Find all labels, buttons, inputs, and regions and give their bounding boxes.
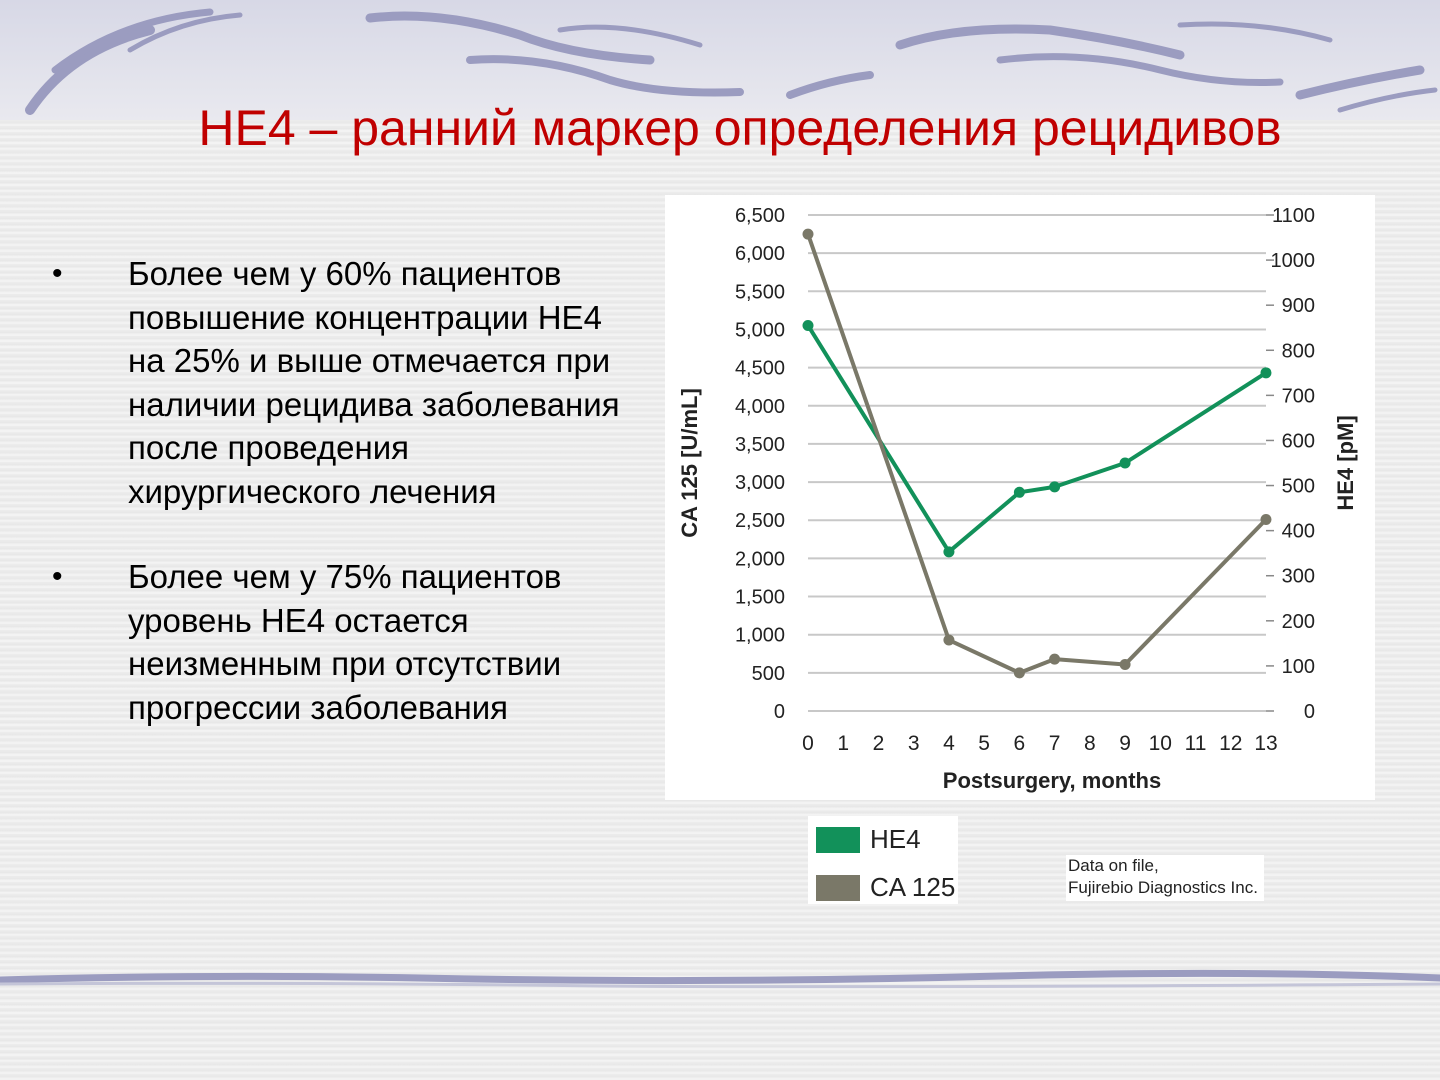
bullet-text: Более чем у 60% пациентов повышение конц… (128, 255, 620, 510)
data-point-ca125 (1119, 658, 1131, 670)
y-right-tick-label: 300 (1282, 566, 1315, 588)
y-right-tick-label: 800 (1282, 340, 1315, 362)
legend-swatch (816, 826, 860, 853)
chart-legend: HE4 CA 125 (808, 816, 958, 904)
y-left-tick-label: 5,500 (735, 281, 785, 303)
y-left-tick-label: 3,000 (735, 472, 785, 494)
x-tick-label: 6 (1014, 732, 1026, 755)
data-point-he4 (802, 319, 814, 331)
y-right-tick-label: 500 (1282, 476, 1315, 498)
bullet-marker: • (52, 560, 63, 593)
x-tick-label: 9 (1119, 732, 1131, 755)
data-point-ca125 (1049, 653, 1061, 665)
source-note-line: Data on file, (1068, 856, 1159, 875)
bullet-item: • Более чем у 75% пациентов уровень HE4 … (52, 555, 672, 729)
y-left-tick-label: 1,000 (735, 625, 785, 647)
y-right-tick-label: 1000 (1271, 250, 1316, 272)
y-left-tick-label: 4,500 (735, 358, 785, 380)
x-tick-label: 7 (1049, 732, 1061, 755)
y-left-tick-label: 0 (774, 701, 785, 723)
data-point-ca125 (943, 634, 955, 646)
y-right-tick-label: 400 (1282, 521, 1315, 543)
y-left-tick-label: 5,000 (735, 319, 785, 341)
x-tick-label: 12 (1219, 732, 1242, 755)
x-tick-label: 11 (1185, 732, 1207, 755)
y-left-tick-label: 500 (752, 663, 785, 685)
slide-title: HE4 – ранний маркер определения рецидиво… (198, 100, 1282, 156)
bullet-item: • Более чем у 60% пациентов повышение ко… (52, 252, 672, 513)
y-left-tick-label: 3,500 (735, 434, 785, 456)
source-note-line: Fujirebio Diagnostics Inc. (1068, 878, 1258, 897)
data-point-he4 (943, 546, 955, 558)
y-right-tick-label: 1100 (1272, 205, 1315, 227)
legend-label: CA 125 (870, 872, 956, 902)
series-line-he4 (806, 324, 1268, 554)
y-right-tick-label: 200 (1282, 611, 1315, 633)
y-right-tick-label: 100 (1282, 656, 1315, 678)
bottom-wave-decoration (0, 969, 1440, 989)
bullet-marker: • (52, 257, 63, 290)
legend-label: HE4 (870, 824, 921, 854)
x-tick-label: 4 (943, 732, 955, 755)
x-tick-label: 0 (802, 732, 814, 755)
y-right-tick-label: 700 (1282, 385, 1315, 407)
data-point-he4 (1260, 367, 1272, 379)
y-right-axis-label: HE4 [pM] (1333, 415, 1358, 510)
x-axis-label: Postsurgery, months (943, 768, 1161, 793)
x-tick-label: 13 (1254, 732, 1277, 755)
source-note: Data on file, Fujirebio Diagnostics Inc. (1066, 855, 1264, 901)
x-tick-label: 2 (873, 732, 885, 755)
chart-panel: 0 500 1,000 1,500 2,000 2,500 3,000 3,500 4,000 4… (665, 195, 1375, 800)
bullet-list: • Более чем у 60% пациентов повышение ко… (52, 252, 672, 771)
y-left-axis-label: CA 125 [U/mL] (677, 388, 702, 538)
y-right-tick-label: 600 (1282, 430, 1315, 452)
legend-item-he4: HE4 (816, 824, 921, 855)
data-point-he4 (1049, 481, 1061, 493)
data-point-ca125 (802, 228, 814, 240)
top-wave-decoration (0, 0, 1440, 120)
data-point-he4 (1013, 486, 1025, 498)
y-left-tick-label: 2,000 (735, 548, 785, 570)
legend-item-ca125: CA 125 (816, 872, 955, 903)
x-tick-label: 8 (1084, 732, 1096, 755)
y-right-tick-label: 0 (1304, 701, 1315, 723)
data-point-ca125 (1013, 667, 1025, 679)
series-line-ca125 (806, 233, 1268, 675)
x-tick-label: 10 (1149, 732, 1172, 755)
x-tick-label: 3 (908, 732, 920, 755)
x-tick-label: 1 (837, 732, 849, 755)
line-chart: 05001,0001,5002,0002,5003,0003,5004,0004… (677, 205, 1358, 793)
data-point-ca125 (1260, 513, 1272, 525)
y-left-tick-label: 1,500 (735, 587, 785, 609)
y-left-tick-label: 6,000 (735, 243, 785, 265)
y-left-tick-label: 2,500 (735, 510, 785, 532)
data-point-he4 (1119, 457, 1131, 469)
y-right-tick-label: 900 (1282, 295, 1315, 317)
legend-swatch (816, 874, 860, 901)
y-left-tick-label: 4,000 (735, 396, 785, 418)
bullet-text: Более чем у 75% пациентов уровень HE4 ос… (128, 558, 562, 726)
y-left-tick-label: 6,500 (735, 205, 785, 227)
x-tick-label: 5 (978, 732, 990, 755)
